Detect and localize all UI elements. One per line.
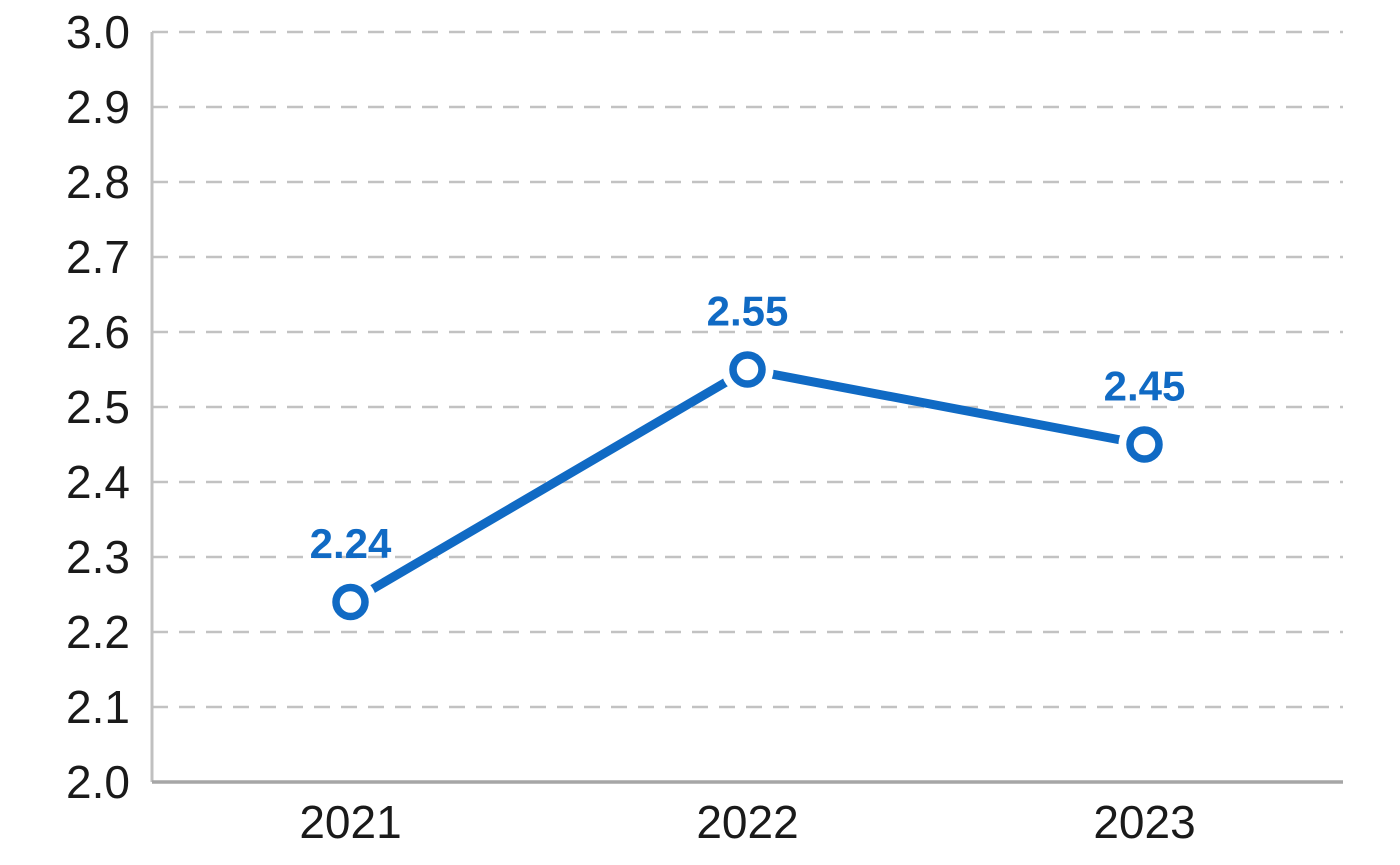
labels-group: 2.0 2.1 2.2 2.3 2.4 2.5 2.6 2.7 2.8 2.9 3.0 2021 202… xyxy=(66,6,1196,848)
y-axis-tick-label: 2.2 xyxy=(66,606,130,658)
data-point-label: 2.55 xyxy=(707,288,789,335)
data-point-marker[interactable] xyxy=(332,583,369,621)
x-axis-tick-label: 2021 xyxy=(299,796,401,848)
data-point-marker[interactable] xyxy=(1126,426,1163,463)
axes-group xyxy=(150,32,1343,784)
series-group xyxy=(324,343,1171,628)
y-axis-tick-label: 2.7 xyxy=(66,231,130,283)
data-point-marker[interactable] xyxy=(729,351,766,388)
y-axis-tick-label: 2.9 xyxy=(66,81,130,133)
series-line xyxy=(348,365,1146,606)
data-point-label: 2.45 xyxy=(1104,363,1186,410)
y-axis-tick-label: 3.0 xyxy=(66,6,130,58)
gridlines-group xyxy=(152,30,1343,709)
y-axis-tick-label: 2.6 xyxy=(66,306,130,358)
data-point-label: 2.24 xyxy=(310,520,392,567)
y-axis-tick-label: 2.8 xyxy=(66,156,130,208)
x-axis-tick-label: 2023 xyxy=(1093,796,1195,848)
y-axis-tick-label: 2.0 xyxy=(66,756,130,808)
y-axis-tick-label: 2.1 xyxy=(66,681,130,733)
x-axis-tick-label: 2022 xyxy=(696,796,798,848)
y-axis-tick-label: 2.5 xyxy=(66,381,130,433)
y-axis-tick-label: 2.4 xyxy=(66,456,130,508)
y-axis-tick-label: 2.3 xyxy=(66,531,130,583)
